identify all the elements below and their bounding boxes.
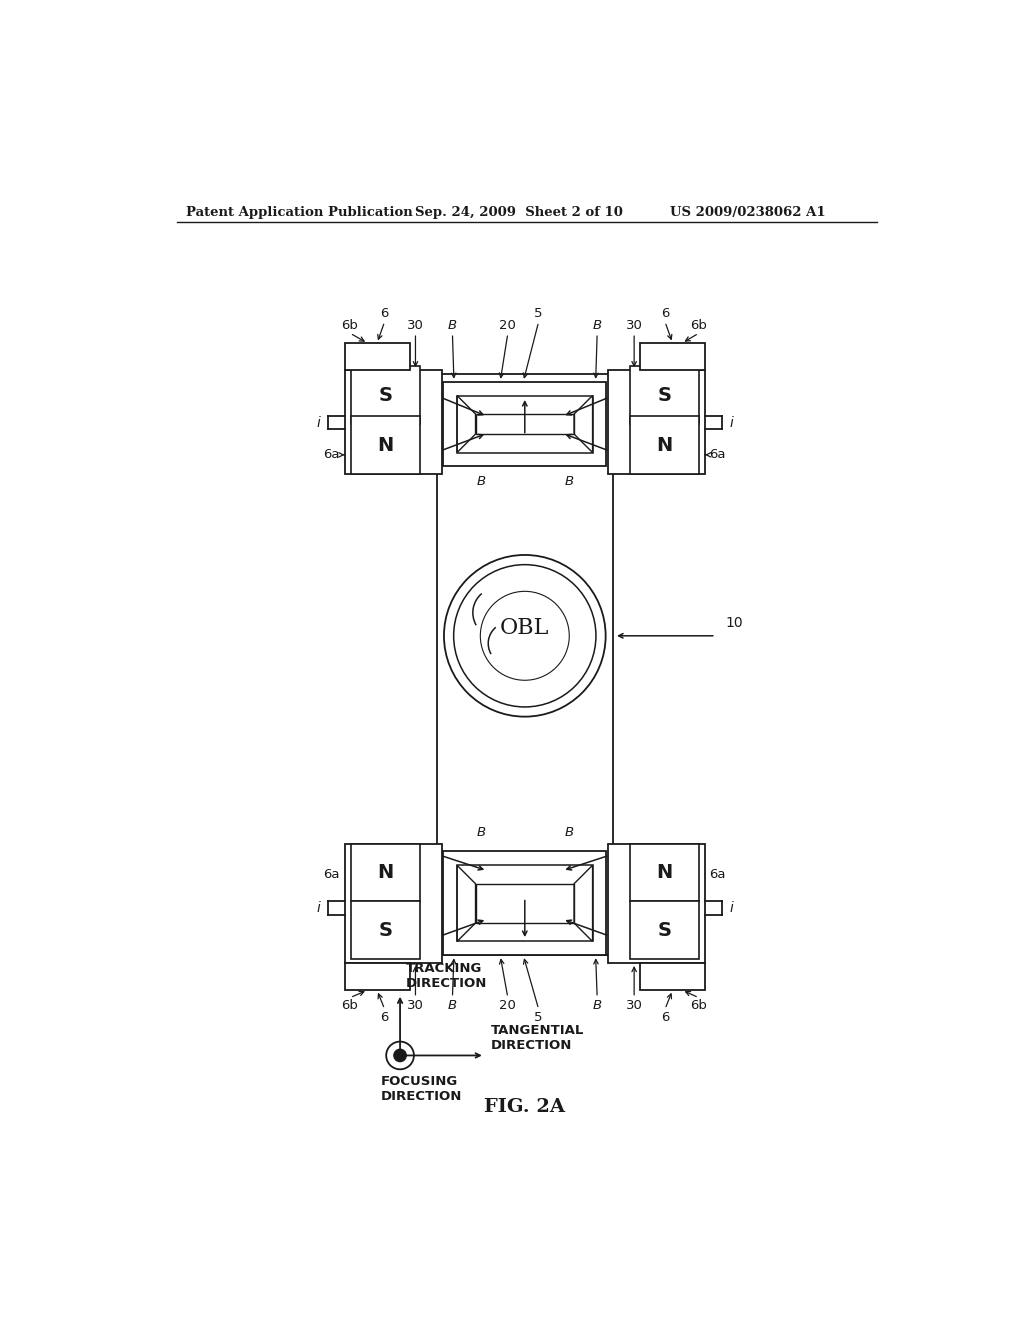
Text: N: N [656,863,673,882]
Text: 6a: 6a [324,449,340,462]
Text: N: N [656,436,673,454]
Text: Patent Application Publication: Patent Application Publication [186,206,413,219]
Text: i: i [730,416,733,430]
Text: i: i [316,902,319,915]
Text: 30: 30 [407,999,424,1012]
Text: B: B [593,318,602,331]
Text: B: B [476,475,485,488]
Circle shape [394,1049,407,1061]
Text: Sep. 24, 2009  Sheet 2 of 10: Sep. 24, 2009 Sheet 2 of 10 [416,206,624,219]
Text: 5: 5 [535,1011,543,1024]
Text: US 2009/0238062 A1: US 2009/0238062 A1 [670,206,825,219]
Bar [630,416,698,474]
Text: OBL: OBL [500,618,550,639]
Text: N: N [377,436,393,454]
Text: 30: 30 [626,318,643,331]
Bar [640,964,705,990]
Text: 6b: 6b [690,318,708,331]
Text: 6a: 6a [324,869,340,880]
Text: N: N [377,863,393,882]
Text: 5: 5 [535,308,543,321]
Bar [608,843,705,964]
Text: 20: 20 [500,318,516,331]
Bar [443,381,606,466]
Text: 6a: 6a [710,869,726,880]
Text: S: S [657,385,671,405]
Bar [640,343,705,370]
Bar [351,416,420,474]
Text: B: B [447,318,457,331]
Bar [475,884,574,923]
Text: B: B [476,825,485,838]
Text: 10: 10 [725,615,742,630]
Bar [345,343,410,370]
Bar [351,367,420,424]
Bar [345,370,441,474]
Bar [351,843,420,902]
Text: 6b: 6b [342,999,358,1012]
Bar [457,396,593,453]
Bar [345,964,410,990]
Text: 6: 6 [381,308,389,321]
Text: 6b: 6b [690,999,708,1012]
Bar [630,843,698,902]
Text: 30: 30 [626,999,643,1012]
Bar [351,902,420,960]
Bar [345,843,441,964]
Bar [630,902,698,960]
Bar [630,367,698,424]
Text: TANGENTIAL
DIRECTION: TANGENTIAL DIRECTION [490,1023,585,1052]
Text: 6b: 6b [342,318,358,331]
Bar [437,374,612,956]
Text: 20: 20 [500,999,516,1012]
Text: 6: 6 [660,308,669,321]
Text: 6: 6 [660,1011,669,1024]
Text: S: S [657,921,671,940]
Bar [457,866,593,941]
Bar [443,851,606,956]
Text: i: i [316,416,319,430]
Text: S: S [379,921,392,940]
Text: FIG. 2A: FIG. 2A [484,1098,565,1115]
Bar [475,414,574,434]
Bar [608,370,705,474]
Text: 6: 6 [381,1011,389,1024]
Text: i: i [730,902,733,915]
Text: TRACKING
DIRECTION: TRACKING DIRECTION [407,962,487,990]
Text: B: B [565,475,574,488]
Text: B: B [565,825,574,838]
Text: FOCUSING
DIRECTION: FOCUSING DIRECTION [381,1074,462,1102]
Text: S: S [379,385,392,405]
Text: 6a: 6a [710,449,726,462]
Text: B: B [593,999,602,1012]
Text: 30: 30 [407,318,424,331]
Text: B: B [447,999,457,1012]
